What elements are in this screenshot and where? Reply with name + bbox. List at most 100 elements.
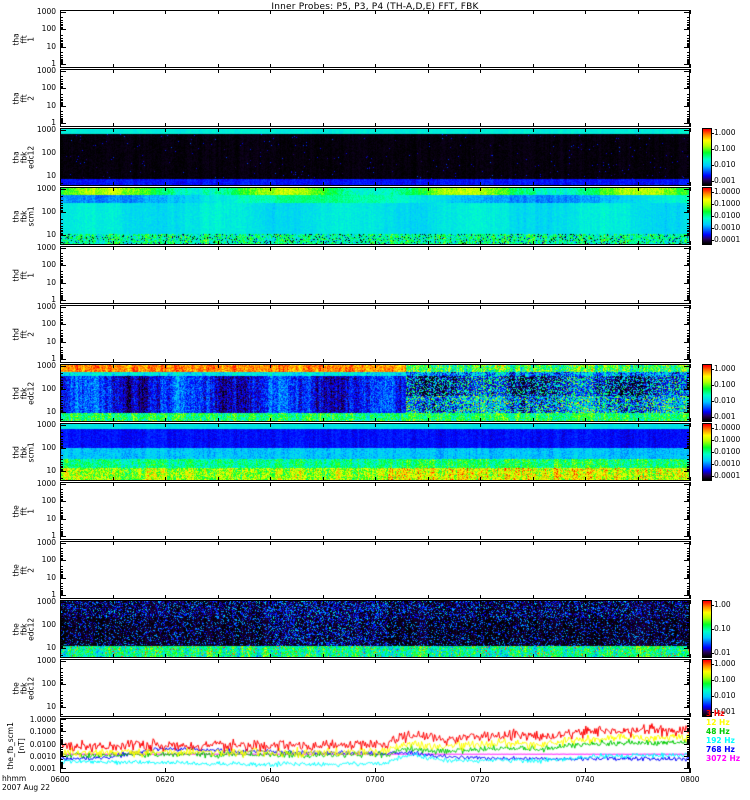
legend-item-3-hz[interactable]: 3 Hz xyxy=(706,709,725,718)
y-minor-tick xyxy=(60,672,63,673)
y-minor-tick xyxy=(60,380,63,381)
y-tick-label: 100 xyxy=(41,496,56,506)
y-minor-tick xyxy=(60,702,63,703)
y-minor-tick xyxy=(687,679,690,680)
x-tick-mark xyxy=(60,64,61,68)
x-tick-mark xyxy=(585,64,586,68)
y-minor-tick xyxy=(60,122,63,123)
y-minor-tick xyxy=(60,339,63,340)
y-minor-tick xyxy=(60,695,63,696)
y-minor-tick xyxy=(60,280,63,281)
y-minor-tick xyxy=(687,211,690,212)
legend-item-192-hz[interactable]: 192 Hz xyxy=(706,736,735,745)
colorbar-tick-label: 0.100 xyxy=(714,144,736,153)
legend-item-3072-hz[interactable]: 3072 Hz xyxy=(706,754,741,763)
y-minor-tick xyxy=(687,175,690,176)
y-minor-tick xyxy=(687,144,690,145)
x-tick-mark xyxy=(323,359,324,363)
panel-tha-fbk-edc12[interactable] xyxy=(60,128,690,186)
panel-thd-fft-2[interactable] xyxy=(60,305,690,363)
y-minor-tick xyxy=(60,387,63,388)
x-tick-mark xyxy=(165,600,166,604)
y-minor-tick xyxy=(60,405,63,406)
y-minor-tick xyxy=(60,137,63,138)
y-tick-mark xyxy=(684,307,690,308)
x-tick-mark xyxy=(375,482,376,486)
y-minor-tick xyxy=(687,231,690,232)
y-minor-tick xyxy=(60,548,63,549)
y-minor-tick xyxy=(687,388,690,389)
panel-thd-fft-1[interactable] xyxy=(60,246,690,304)
y-minor-tick xyxy=(687,593,690,594)
y-minor-tick xyxy=(687,160,690,161)
y-minor-tick xyxy=(687,497,690,498)
y-minor-tick xyxy=(687,702,690,703)
x-tick-mark xyxy=(690,536,691,540)
y-minor-tick xyxy=(60,102,63,103)
panel-the-fft-1[interactable] xyxy=(60,482,690,540)
y-minor-tick xyxy=(60,119,63,120)
y-minor-tick xyxy=(60,169,63,170)
y-minor-tick xyxy=(60,439,63,440)
y-minor-tick xyxy=(687,741,690,742)
y-tick-label: 100 xyxy=(41,24,56,34)
y-tick-mark xyxy=(684,602,690,603)
page-title: Inner Probes: P5, P3, P4 (TH-A,D,E) FFT,… xyxy=(271,2,479,12)
x-tick-mark xyxy=(375,659,376,663)
y-tick-label: 10 xyxy=(46,643,56,652)
colorbar-tick-label: 0.0010 xyxy=(714,459,741,468)
y-minor-tick xyxy=(687,282,690,283)
y-minor-tick xyxy=(60,341,63,342)
panel-thd-fbk-scm1[interactable] xyxy=(60,423,690,481)
y-minor-tick xyxy=(60,527,63,528)
y-minor-tick xyxy=(60,60,63,61)
y-minor-tick xyxy=(60,455,63,456)
y-minor-tick xyxy=(687,753,690,754)
panel-tha-fft-2[interactable] xyxy=(60,69,690,127)
panel-the-fbk-edc12[interactable] xyxy=(60,600,690,658)
y-minor-tick xyxy=(687,358,690,359)
y-tick-mark xyxy=(60,189,66,190)
y-minor-tick xyxy=(687,444,690,445)
panel-the-fbk-edc12-2[interactable] xyxy=(60,659,690,717)
y-minor-tick xyxy=(60,253,63,254)
y-minor-tick xyxy=(687,556,690,557)
y-minor-tick xyxy=(60,148,63,149)
x-tick-mark xyxy=(165,187,166,191)
y-minor-tick xyxy=(687,279,690,280)
colorbar-tick-mark xyxy=(712,369,714,370)
y-minor-tick xyxy=(687,737,690,738)
y-minor-tick xyxy=(687,555,690,556)
y-tick-mark xyxy=(60,366,66,367)
y-minor-tick xyxy=(60,296,63,297)
y-minor-tick xyxy=(60,355,63,356)
legend-item-12-hz[interactable]: 12 Hz xyxy=(706,718,730,727)
y-minor-tick xyxy=(60,277,63,278)
panel-tha-fft-1[interactable] xyxy=(60,10,690,68)
legend-item-48-hz[interactable]: 48 Hz xyxy=(706,727,730,736)
y-minor-tick xyxy=(60,52,63,53)
y-minor-tick xyxy=(687,558,690,559)
x-tick-mark xyxy=(165,300,166,304)
panel-the-fft-2[interactable] xyxy=(60,541,690,599)
y-minor-tick xyxy=(687,489,690,490)
y-minor-tick xyxy=(60,478,63,479)
x-tick-mark xyxy=(165,713,166,717)
panel-the-fb-scm1[interactable] xyxy=(60,718,690,773)
y-tick-mark xyxy=(684,71,690,72)
panel-thd-fbk-edc12[interactable] xyxy=(60,364,690,422)
y-minor-tick xyxy=(60,636,63,637)
y-minor-tick xyxy=(60,103,63,104)
y-minor-tick xyxy=(60,81,63,82)
legend-item-768-hz[interactable]: 768 Hz xyxy=(706,745,735,754)
x-tick-mark xyxy=(638,659,639,663)
y-minor-tick xyxy=(60,446,63,447)
y-minor-tick xyxy=(687,714,690,715)
y-minor-tick xyxy=(687,639,690,640)
x-tick-mark xyxy=(270,600,271,604)
y-minor-tick xyxy=(687,499,690,500)
y-minor-tick xyxy=(60,105,63,106)
y-minor-tick xyxy=(687,478,690,479)
panel-tha-fbk-scm1[interactable] xyxy=(60,187,690,245)
y-minor-tick xyxy=(687,99,690,100)
